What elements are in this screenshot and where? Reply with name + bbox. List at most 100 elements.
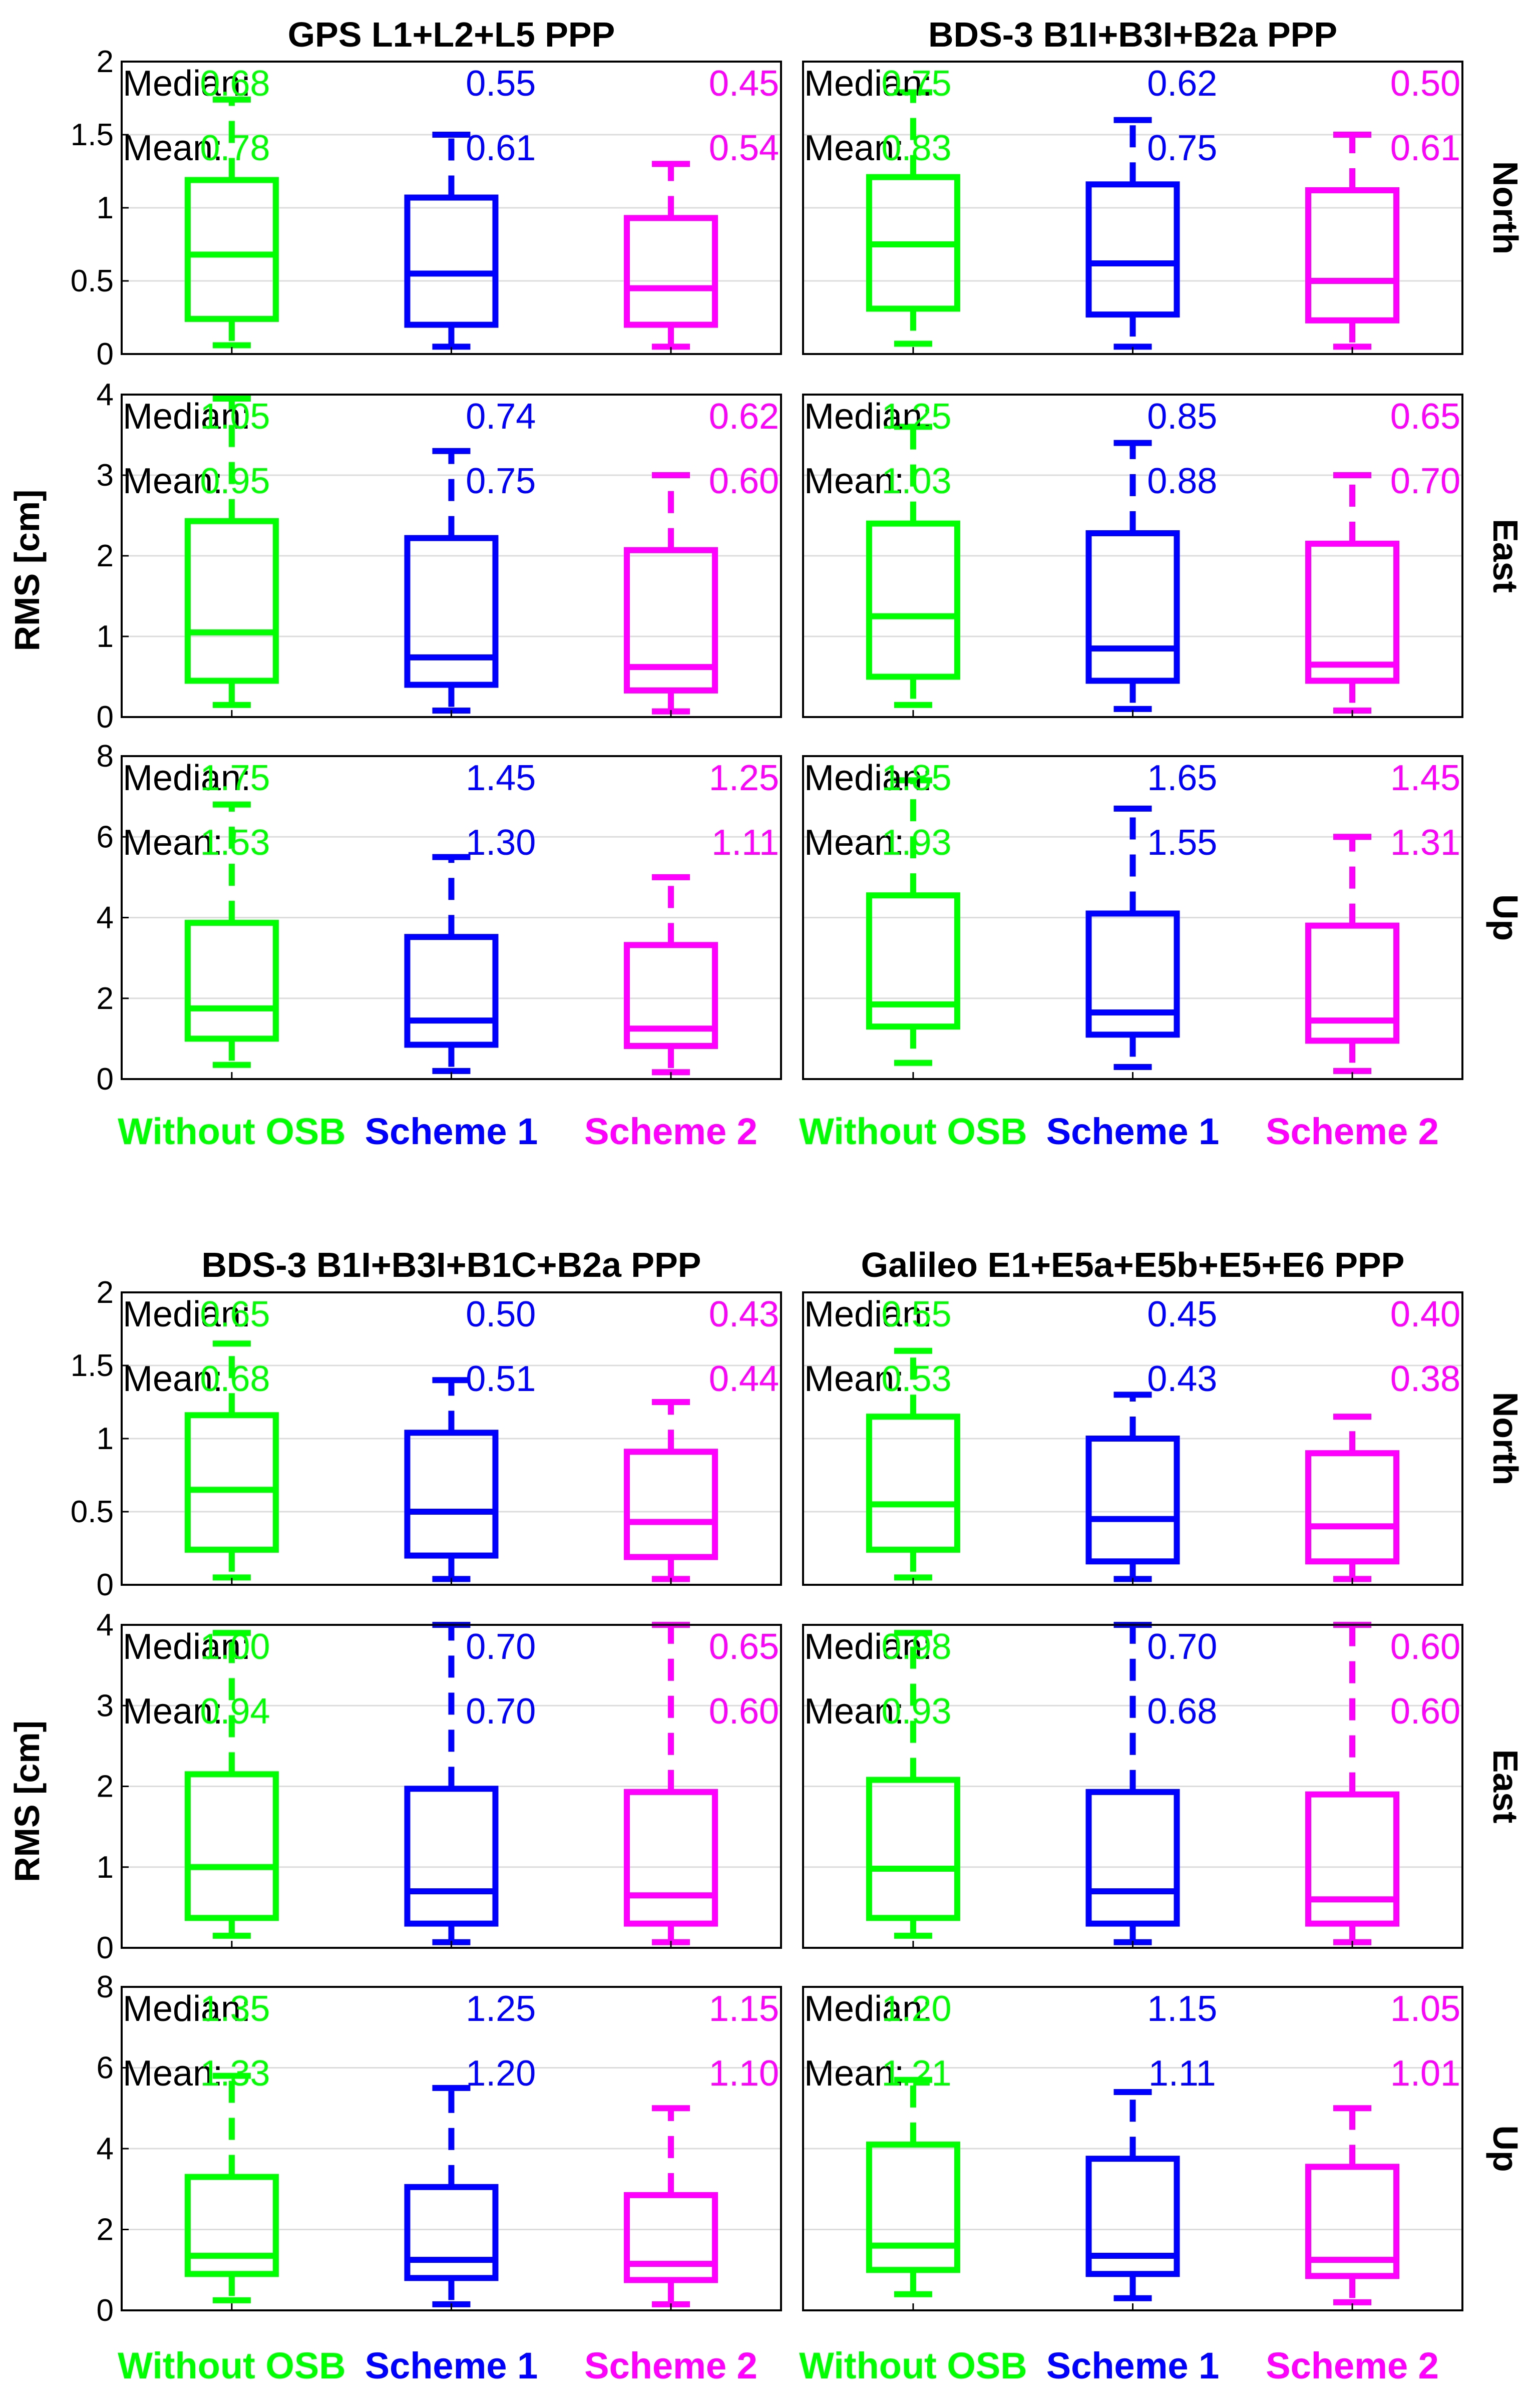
iqr-box [1085,181,1180,318]
iqr-box [404,1786,499,1927]
box-scheme-2 [624,161,718,350]
y-tick-label: 2 [97,45,114,79]
y-tick-label: 0 [97,1062,114,1097]
iqr-box [624,1449,718,1560]
legend-entry: Scheme 1 [365,2345,538,2386]
mean-value: 0.44 [709,1359,779,1399]
median-label: Median: [804,64,932,104]
median-value: 0.50 [1390,64,1460,104]
subplot-2: BDS-3 B1I+B3I+B2a PPP Median: Mean: 0.75 0.8… [799,15,1520,1152]
box-scheme-1 [1085,440,1180,712]
y-tick-label: 6 [97,2051,114,2086]
y-tick-label: 0.5 [71,1495,114,1529]
median-value: 1.00 [200,1627,270,1667]
y-tick-label: 0.5 [71,264,114,298]
median-value: 1.25 [466,1989,536,2029]
median-value: 1.25 [881,397,951,437]
mean-value: 1.30 [466,823,536,863]
panel-north: 00.511.52Median:Mean:0.650.680.500.510.4… [71,1275,782,1602]
iqr-box [1305,1450,1400,1565]
box-scheme-2 [1305,1414,1400,1582]
mean-value: 0.94 [200,1691,270,1732]
mean-value: 1.53 [200,823,270,863]
iqr-box [1305,1791,1400,1927]
mean-label: Mean: [123,461,223,501]
median-value: 0.74 [466,397,536,437]
box-scheme-2 [1305,132,1400,350]
mean-label: Mean: [123,1691,223,1732]
iqr-box [404,1430,499,1559]
y-tick-label: 2 [97,1770,114,1804]
mean-value: 1.11 [711,823,779,863]
y-tick-label: 8 [97,1970,114,2004]
box-scheme-2 [624,2105,718,2307]
iqr-box [1305,187,1400,323]
median-value: 0.50 [466,1294,536,1334]
subplot-1: GPS L1+L2+L5 PPP 0 0.5 1 1.5 2 Median: Mean: 0.6… [71,15,782,1152]
mean-value: 1.33 [200,2053,270,2094]
median-label: Median: [123,1989,251,2029]
median-value: 1.85 [881,758,951,798]
mean-value: 0.78 [200,128,270,168]
box-scheme-1 [1085,117,1180,350]
iqr-box [184,518,279,684]
median-value: 1.20 [881,1989,951,2029]
mean-value: 0.60 [709,1691,779,1732]
mean-label: Mean: [123,2053,223,2094]
iqr-box [184,1771,279,1921]
y-tick-label: 2 [97,981,114,1016]
median-label: Median: [123,1294,251,1334]
legend-entry: Scheme 2 [1266,2345,1439,2386]
subplot-title: BDS-3 B1I+B3I+B1C+B2a PPP [202,1245,701,1284]
box-without-osb [866,1347,960,1581]
box-scheme-1 [1085,1392,1180,1582]
iqr-box [1305,540,1400,684]
mean-label: Mean: [804,2053,904,2094]
median-value: 0.40 [1390,1294,1460,1334]
y-tick-label: 1.5 [71,118,114,152]
median-value: 0.70 [466,1627,536,1667]
iqr-box [866,892,960,1030]
box-without-osb [184,96,279,349]
median-label: Median: [804,758,932,798]
box-without-osb [184,396,279,708]
median-value: 0.43 [709,1294,779,1334]
mean-value: 1.21 [881,2053,951,2094]
y-tick-label: 2 [97,2213,114,2247]
iqr-box [1085,530,1180,684]
subplot-4: Galileo E1+E5a+E5b+E5+E6 PPP Median: Mean:… [799,1245,1520,2386]
median-value: 0.45 [1147,1294,1217,1334]
y-tick-label: 0 [97,2293,114,2328]
iqr-box [624,215,718,328]
panel-north: 0 0.5 1 1.5 2 Median: Mean: 0.68 0.78 0.55 0.61 0.4… [71,45,782,372]
box-scheme-1 [404,2085,499,2307]
legend-entry: Scheme 1 [365,1111,538,1152]
legend-entry: Scheme 2 [584,2345,757,2386]
median-value: 0.68 [200,64,270,104]
y-tick-label: 1 [97,191,114,225]
median-value: 1.65 [1147,758,1217,798]
median-label: Median: [123,64,251,104]
mean-value: 0.70 [466,1691,536,1732]
subplot-title: GPS L1+L2+L5 PPP [288,15,615,54]
mean-label: Mean: [804,1359,904,1399]
median-value: 0.65 [709,1627,779,1667]
subplot-title: Galileo E1+E5a+E5b+E5+E6 PPP [861,1245,1405,1284]
y-tick-label: 6 [97,820,114,854]
mean-value: 1.93 [881,823,951,863]
iqr-box [1085,1789,1180,1927]
mean-value: 1.55 [1147,823,1217,863]
mean-value: 0.70 [1390,461,1460,501]
median-value: 1.75 [200,758,270,798]
median-label: Median: [804,1294,932,1334]
mean-value: 1.11 [1149,2053,1216,2094]
median-value: 1.05 [1390,1989,1460,2029]
box-scheme-2 [624,1622,718,1945]
median-label: Median: [804,1989,932,2029]
y-tick-label: 2 [97,539,114,573]
y-tick-label: 2 [97,1275,114,1310]
iqr-box [866,1777,960,1921]
mean-value: 0.75 [1147,128,1217,168]
y-tick-label: 1.5 [71,1348,114,1383]
box-without-osb [866,89,960,347]
